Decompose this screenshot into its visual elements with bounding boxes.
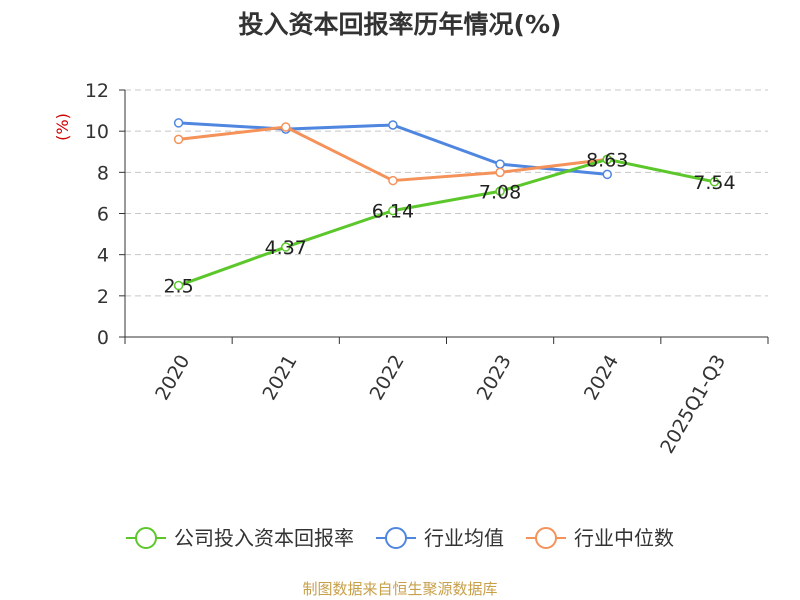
legend-item-2: 行业中位数 <box>526 526 674 550</box>
series-0-point-2024 <box>602 154 612 165</box>
series-2-point-2022 <box>388 175 398 186</box>
chart-title: 投入资本回报率历年情况(%) <box>239 10 562 39</box>
series-1-point-2022 <box>388 120 398 130</box>
y-tick-label-2: 2 <box>97 286 109 308</box>
data-label-2021: 4.37 <box>265 237 307 259</box>
series-0-point-2023 <box>495 186 505 197</box>
legend-label-0: 公司投入资本回报率 <box>174 526 354 550</box>
x-tick-label-2023: 2023 <box>473 351 516 404</box>
data-label-2024: 8.63 <box>586 149 628 171</box>
y-tick-label-4: 4 <box>97 245 109 267</box>
data-label-2025Q1-Q3: 7.54 <box>693 172 735 194</box>
x-tick-label-2020: 2020 <box>151 351 194 404</box>
series-layer <box>173 118 720 291</box>
source-note: 制图数据来自恒生聚源数据库 <box>302 580 497 598</box>
series-0-point-2021 <box>281 242 291 252</box>
series-0-point-2020 <box>173 280 184 291</box>
series-2-point-2020 <box>173 134 184 145</box>
series-0 <box>173 154 720 291</box>
y-tick-label-0: 0 <box>97 327 109 349</box>
series-1-point-2023 <box>495 159 505 169</box>
legend-marker-0 <box>135 527 157 549</box>
grid-lines <box>125 89 768 297</box>
series-1 <box>173 118 612 180</box>
x-tick-label-2022: 2022 <box>366 351 409 404</box>
legend-item-1: 行业均值 <box>376 526 504 550</box>
series-line-2 <box>178 125 608 183</box>
legend-label-1: 行业均值 <box>424 526 504 550</box>
series-line-0 <box>178 157 715 287</box>
y-tick-label-8: 8 <box>97 162 109 184</box>
series-0-point-2025Q1-Q3 <box>709 177 720 187</box>
legend: 公司投入资本回报率 行业均值 行业中位数 <box>126 526 674 550</box>
data-label-2023: 7.08 <box>479 181 521 203</box>
y-tick-label-12: 12 <box>85 80 109 102</box>
legend-label-2: 行业中位数 <box>574 526 674 550</box>
series-2-point-2021 <box>281 122 291 132</box>
data-label-2020: 2.5 <box>163 276 193 298</box>
series-1-point-2024 <box>602 169 612 180</box>
y-tick-label-10: 10 <box>85 121 109 143</box>
series-2-point-2023 <box>495 167 505 178</box>
x-tick-label-2025Q1-Q3: 2025Q1-Q3 <box>656 351 730 457</box>
legend-marker-1 <box>385 527 407 549</box>
data-labels-layer: 2.5 4.37 6.14 7.08 8.63 7.54 <box>163 149 735 297</box>
series-0-point-2022 <box>388 205 398 216</box>
y-axis-unit-label: (%) <box>53 113 72 141</box>
x-tick-label-2024: 2024 <box>580 351 623 404</box>
y-tick-label-6: 6 <box>97 204 109 226</box>
x-tick-label-2021: 2021 <box>258 351 301 404</box>
series-1-point-2020 <box>173 118 184 128</box>
legend-item-0: 公司投入资本回报率 <box>126 526 354 550</box>
series-2 <box>173 122 612 186</box>
data-label-2022: 6.14 <box>372 201 414 223</box>
legend-marker-2 <box>535 527 557 549</box>
